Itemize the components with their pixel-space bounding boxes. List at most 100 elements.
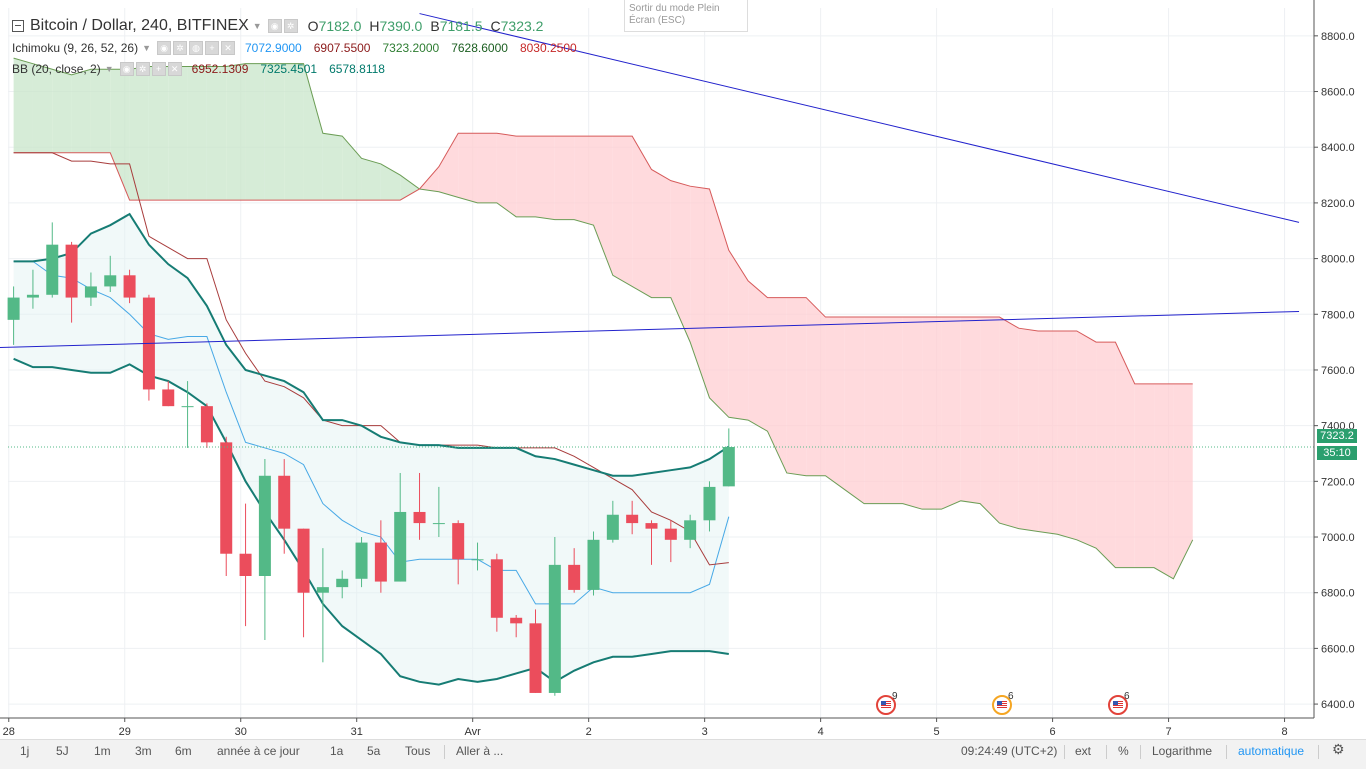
range-5d-button[interactable]: 5J — [56, 744, 69, 758]
cloud-segment — [999, 317, 1019, 529]
cloud-segment — [825, 317, 845, 490]
range-6m-button[interactable]: 6m — [175, 744, 192, 758]
senkou-span-b-line — [13, 132, 1193, 385]
chevron-down-icon[interactable]: ▼ — [252, 21, 262, 31]
tooltip-line-1: Sortir du mode Plein — [629, 3, 720, 14]
bar-countdown-label: 35:10 — [1317, 446, 1357, 460]
candle-body — [684, 520, 697, 540]
price-tick-label: 6800.0 — [1321, 588, 1355, 600]
kijun-sen-line — [13, 152, 729, 566]
gear-icon[interactable]: ⚙ — [1332, 741, 1345, 757]
bollinger-name[interactable]: BB (20, close, 2) — [12, 62, 101, 76]
eye-icon[interactable]: ◉ — [119, 62, 134, 76]
goto-date-button[interactable]: Aller à ... — [456, 744, 504, 758]
ichimoku-cloud — [13, 58, 1193, 579]
close-key: C — [490, 18, 501, 34]
ichimoku-name[interactable]: Ichimoku (9, 26, 52, 26) — [12, 41, 139, 55]
cloud-segment — [748, 280, 768, 432]
cloud-segment — [71, 69, 91, 153]
range-1d-button[interactable]: 1j — [20, 744, 30, 758]
senkou-span-a-line — [13, 57, 1194, 580]
cloud-segment — [593, 136, 613, 276]
chevron-down-icon[interactable]: ▼ — [104, 64, 114, 74]
plus-icon[interactable]: + — [205, 41, 219, 55]
event-count: 6 — [1124, 691, 1130, 702]
cloud-segment — [690, 186, 710, 398]
gear-icon[interactable]: ✲ — [135, 62, 150, 76]
close-value: 7323.2 — [500, 18, 544, 34]
us-event-icon[interactable] — [876, 695, 896, 715]
collapse-legend-button[interactable] — [12, 20, 24, 32]
range-3m-button[interactable]: 3m — [135, 744, 152, 758]
us-event-icon[interactable] — [1108, 695, 1128, 715]
range-ytd-button[interactable]: année à ce jour — [217, 744, 300, 758]
ichimoku-value-4: 7628.6000 — [451, 41, 508, 55]
cloud-segment — [922, 317, 942, 510]
toolbar-divider — [444, 745, 445, 759]
candle-body — [626, 514, 639, 524]
candle-body — [316, 587, 329, 593]
chevron-down-icon[interactable]: ▼ — [142, 43, 151, 53]
cloud-segment — [1173, 383, 1193, 579]
open-key: O — [307, 18, 319, 34]
cloud-segment — [535, 136, 555, 220]
candle-body — [432, 523, 445, 525]
candle-body — [162, 389, 175, 407]
bollinger-value-2: 7325.4501 — [260, 62, 318, 76]
eye-icon[interactable]: ◉ — [267, 19, 282, 33]
high-value: 7390.0 — [379, 18, 423, 34]
toolbar-divider — [1140, 745, 1141, 759]
cloud-segment — [90, 69, 111, 153]
range-1y-button[interactable]: 1a — [330, 744, 344, 758]
candle-body — [336, 578, 349, 588]
cloud-segment — [187, 66, 207, 201]
chart-axes: 6400.06600.06800.07000.07200.07400.07600… — [0, 0, 1355, 738]
close-icon[interactable]: ✕ — [167, 62, 182, 76]
cloud-segment — [554, 136, 575, 220]
cloud-segment — [226, 63, 246, 201]
trendlines[interactable] — [0, 13, 1300, 349]
log-scale-button[interactable]: Logarithme — [1152, 744, 1213, 758]
cloud-segment — [864, 317, 884, 504]
range-1m-button[interactable]: 1m — [94, 744, 111, 758]
cloud-segment — [883, 317, 903, 504]
range-all-button[interactable]: Tous — [405, 744, 431, 758]
candle-body — [645, 523, 658, 529]
cloud-segment — [284, 63, 304, 201]
gear-icon[interactable]: ✲ — [283, 19, 298, 33]
cloud-segment — [574, 136, 594, 226]
candle-body — [587, 539, 600, 590]
bollinger-lower-line — [13, 357, 729, 686]
event-count: 9 — [892, 691, 898, 702]
bollinger-band-fill — [13, 214, 729, 685]
candle-body — [413, 511, 426, 524]
cloud-segment — [651, 169, 671, 298]
tenkan-sen-line — [13, 260, 730, 605]
ichimoku-value-5: 8030.2500 — [519, 41, 577, 55]
auto-scale-button[interactable]: automatique — [1238, 744, 1305, 758]
candle-body — [703, 486, 716, 521]
price-tick-label: 6400.0 — [1321, 699, 1355, 711]
candlesticks[interactable] — [7, 222, 735, 696]
clock-readout[interactable]: 09:24:49 (UTC+2) — [961, 744, 1058, 758]
us-event-icon[interactable] — [992, 695, 1012, 715]
price-tick-label: 8000.0 — [1321, 254, 1355, 266]
plus-icon[interactable]: + — [151, 62, 166, 76]
source-icon[interactable]: ◍ — [189, 41, 203, 55]
candle-body — [471, 559, 484, 561]
bottom-toolbar: 1j 5J 1m 3m 6m année à ce jour 1a 5a Tou… — [0, 739, 1366, 769]
time-tick-label: 31 — [351, 726, 363, 738]
range-5y-button[interactable]: 5a — [367, 744, 381, 758]
cloud-segment — [1115, 342, 1135, 568]
gear-icon[interactable]: ✲ — [173, 41, 187, 55]
bollinger-fill-area — [13, 214, 729, 685]
cloud-segment — [206, 66, 227, 201]
close-icon[interactable]: ✕ — [221, 41, 235, 55]
cloud-segment — [168, 66, 188, 201]
eye-icon[interactable]: ◉ — [157, 41, 171, 55]
percent-scale-button[interactable]: % — [1118, 744, 1129, 758]
extended-hours-button[interactable]: ext — [1075, 744, 1092, 758]
cloud-segment — [264, 63, 285, 201]
last-price-label: 7323.2 — [1317, 429, 1357, 443]
price-chart[interactable]: 6400.06600.06800.07000.07200.07400.07600… — [0, 0, 1366, 739]
